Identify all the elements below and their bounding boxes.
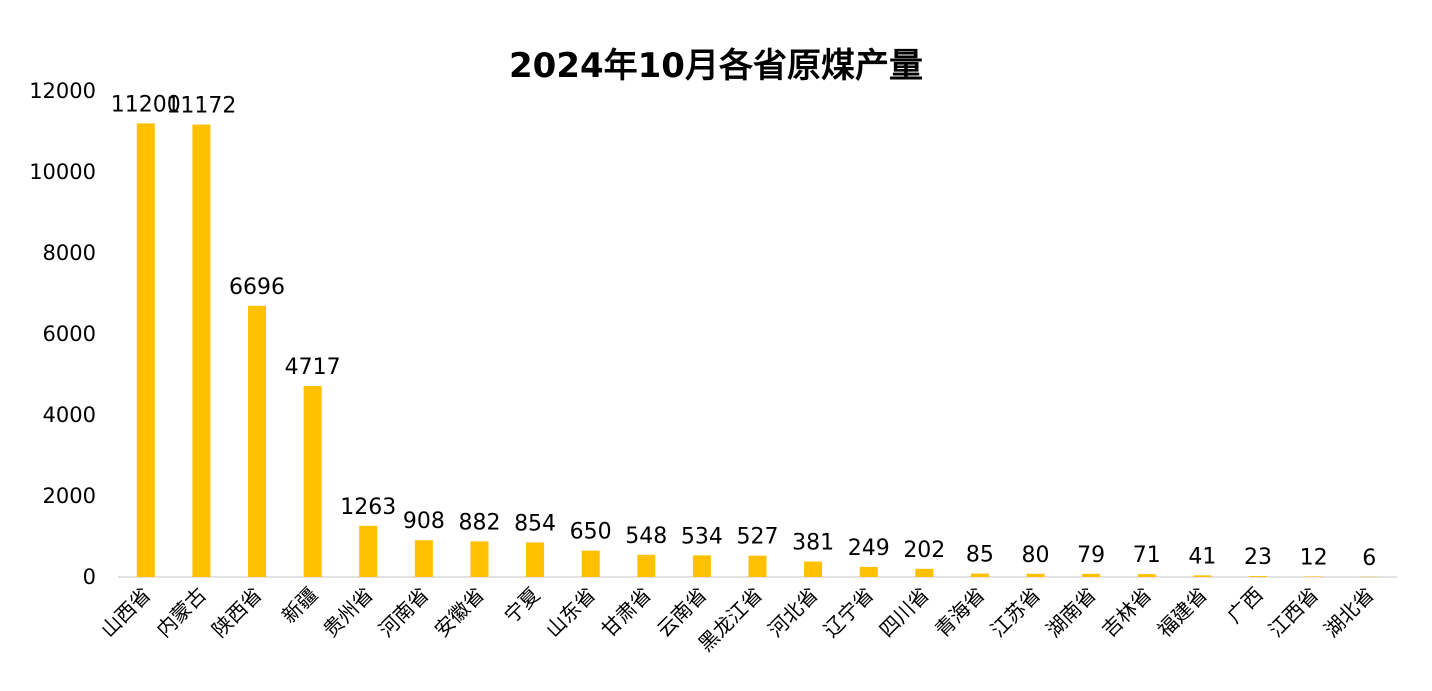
data-label: 534 [681, 524, 723, 549]
y-tick-label: 2000 [43, 484, 96, 508]
x-tick-label: 河南省 [374, 583, 433, 642]
x-tick-label: 吉林省 [1097, 583, 1156, 642]
x-tick-label: 新疆 [277, 583, 322, 628]
bar [526, 542, 545, 577]
data-label: 71 [1133, 543, 1161, 568]
data-label: 80 [1022, 543, 1050, 568]
data-label: 854 [514, 511, 556, 536]
x-tick-label: 四川省 [874, 583, 933, 642]
bar [136, 123, 155, 578]
chart-title: 2024年10月各省原煤产量 [509, 46, 923, 86]
x-tick-label: 贵州省 [318, 583, 377, 642]
data-label: 908 [403, 509, 445, 534]
bar [414, 540, 433, 577]
x-tick-label: 宁夏 [499, 583, 544, 628]
x-tick-label: 山西省 [96, 583, 155, 642]
bar [804, 561, 823, 577]
y-axis: 0 2000 4000 6000 8000 10000 12000 [29, 79, 96, 589]
bar [248, 305, 267, 577]
bar [359, 525, 378, 577]
x-tick-label: 山东省 [541, 583, 600, 642]
bar [303, 385, 322, 577]
x-tick-label: 内蒙古 [152, 583, 211, 642]
data-label: 79 [1077, 543, 1105, 568]
x-tick-label: 福建省 [1153, 583, 1212, 642]
data-label: 11172 [166, 94, 236, 119]
x-tick-label: 江苏省 [986, 583, 1045, 642]
data-label: 12 [1300, 546, 1328, 571]
bar [748, 555, 767, 577]
bar [1026, 573, 1045, 577]
data-label: 85 [966, 543, 994, 568]
data-label: 23 [1244, 545, 1272, 570]
bars-group [136, 123, 1379, 578]
x-tick-label: 甘肃省 [596, 583, 655, 642]
data-label: 548 [625, 524, 667, 549]
bar [692, 555, 711, 577]
bar [1193, 575, 1212, 577]
x-tick-label: 湖北省 [1319, 583, 1378, 642]
bar [1137, 574, 1156, 577]
data-label: 4717 [285, 355, 341, 380]
y-tick-label: 10000 [29, 160, 96, 184]
data-label: 527 [737, 525, 779, 550]
y-tick-label: 0 [83, 565, 96, 589]
bar [915, 568, 934, 577]
bar [192, 124, 211, 577]
x-tick-label: 湖南省 [1041, 583, 1100, 642]
x-tick-label: 安徽省 [430, 583, 489, 642]
bar [859, 566, 878, 577]
bar [1248, 576, 1267, 577]
data-label: 6696 [229, 275, 285, 300]
x-tick-label: 陕西省 [207, 583, 266, 642]
bar [581, 550, 600, 577]
data-label: 202 [903, 538, 945, 563]
x-tick-label: 江西省 [1264, 583, 1323, 642]
data-label: 6 [1362, 546, 1376, 571]
y-tick-label: 12000 [29, 79, 96, 103]
data-label: 381 [792, 531, 834, 556]
bar [637, 554, 656, 577]
bar [970, 573, 989, 577]
y-tick-label: 8000 [43, 241, 96, 265]
x-tick-label: 河北省 [763, 583, 822, 642]
data-label: 650 [570, 520, 612, 545]
data-label: 882 [458, 510, 500, 535]
data-label: 41 [1188, 544, 1216, 569]
x-tick-label: 辽宁省 [819, 583, 878, 642]
data-label: 11200 [111, 92, 181, 117]
y-tick-label: 4000 [43, 403, 96, 427]
bar [1082, 573, 1101, 577]
x-tick-label: 青海省 [930, 583, 989, 642]
y-tick-label: 6000 [43, 322, 96, 346]
data-label: 1263 [340, 495, 396, 520]
data-label: 249 [848, 536, 890, 561]
x-tick-label: 广西 [1222, 583, 1267, 628]
bar [470, 541, 489, 577]
